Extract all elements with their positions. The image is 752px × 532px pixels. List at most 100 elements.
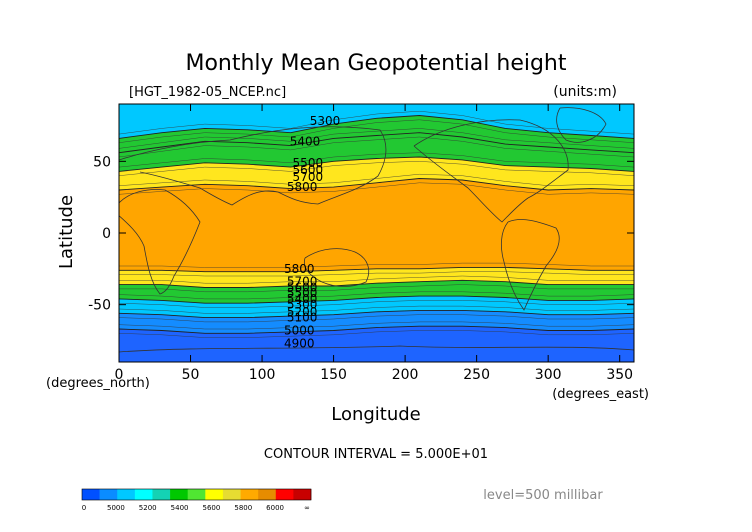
contour-label-3: 5600: [293, 163, 324, 177]
contour-south_5400-minor-1: [119, 291, 634, 300]
colorbar-label-1: 5000: [107, 504, 125, 512]
colorbar-frame: [81, 488, 312, 501]
plot-area: 5300540055005600570058005800570056005500…: [119, 104, 634, 362]
colorbar-swatch-12: [293, 489, 312, 500]
colorbar-swatch-6: [187, 489, 206, 500]
contour-south_5000: [119, 325, 634, 334]
colorbar-swatch-7: [205, 489, 224, 500]
contour-south_5200-minor-0: [119, 314, 634, 323]
colorbar-label-2: 5200: [139, 504, 157, 512]
band-5000-north: [119, 104, 634, 139]
contour-north_5400-minor-1: [119, 128, 634, 149]
colorbar-label-5: 5800: [234, 504, 252, 512]
level-text: level=500 millibar: [483, 488, 603, 503]
y-tick-label--50: -50: [88, 298, 111, 314]
colorbar-label-7: ∞: [304, 504, 310, 512]
x-tick-label-350: 350: [606, 367, 633, 383]
contour-north_5800-minor-1: [119, 173, 634, 186]
contour-interval-text: CONTOUR INTERVAL = 5.000E+01: [264, 447, 488, 462]
y-axis-title: Latitude: [56, 195, 77, 269]
contour-label-5: 5800: [287, 180, 318, 194]
contour-label-10: 5400: [287, 292, 318, 306]
contour-south_5800-minor-0: [119, 271, 634, 277]
band-5600-south: [119, 267, 634, 288]
x-axis-title: Longitude: [331, 404, 421, 425]
contour-south_5800-minor-1: [119, 262, 634, 268]
file-label: [HGT_1982-05_NCEP.nc]: [129, 85, 286, 100]
contour-label-1: 5400: [290, 134, 321, 148]
axis-ticks: [118, 104, 634, 362]
x-tick-label-0: 0: [115, 367, 124, 383]
contour-label-13: 5100: [287, 311, 318, 325]
contour-south_5200-minor-1: [119, 305, 634, 314]
band-5800-tropics: [119, 178, 634, 272]
axis-tick-labels: 0 50 100 150 200 250 300 350 50 0 -50: [88, 154, 633, 383]
contour-label-11: 5300: [287, 298, 318, 312]
contour-label-0: 5300: [310, 114, 341, 128]
coast-antarctica: [119, 345, 634, 353]
contour-south_5600-minor-0: [119, 284, 634, 293]
colorbar-swatch-10: [258, 489, 277, 500]
x-tick-label-200: 200: [392, 367, 419, 383]
contour-label-15: 4900: [284, 336, 315, 350]
units-label: (units:m): [553, 84, 617, 100]
contour-south_5200: [119, 309, 634, 319]
colorbar: [81, 488, 312, 501]
band-5400-north: [119, 132, 634, 172]
coastlines: [119, 107, 634, 353]
contour-north_5400: [119, 132, 634, 154]
x-tick-label-250: 250: [463, 367, 490, 383]
coast-north-america: [413, 119, 569, 223]
contour-south_5000-minor-0: [119, 330, 634, 338]
coast-greenland: [556, 107, 607, 143]
coast-australia: [303, 248, 370, 287]
contour-north_5600-minor-0: [119, 161, 634, 176]
colorbar-swatch-0: [82, 489, 100, 500]
contour-north_5200: [119, 115, 634, 139]
contour-south_5000-minor-1: [119, 321, 634, 330]
contour-label-4: 5700: [293, 170, 324, 184]
colorbar-label-0: 0: [82, 504, 86, 512]
colorbar-labels: 0 5000 5200 5400 5600 5800 6000 ∞: [82, 504, 310, 512]
y-tick-label-50: 50: [93, 154, 111, 170]
coast-south-america: [500, 219, 560, 311]
contour-south_5800: [119, 266, 634, 273]
contour-south_5600-minor-1: [119, 275, 634, 284]
contour-label-8: 5600: [287, 280, 318, 294]
band-5600-north: [119, 157, 634, 190]
colorbar-label-3: 5400: [171, 504, 189, 512]
colorbar-swatch-11: [275, 489, 294, 500]
x-tick-label-300: 300: [535, 367, 562, 383]
y-tick-label-0: 0: [102, 226, 111, 242]
band-5200-north: [119, 115, 634, 153]
colorbar-swatch-3: [134, 489, 153, 500]
chart-title: Monthly Mean Geopotential height: [185, 51, 566, 76]
x-unit-label: (degrees_east): [552, 387, 649, 402]
contour-south_5400: [119, 295, 634, 304]
contour-north_5200-minor-1: [119, 110, 634, 135]
colorbar-swatch-9: [240, 489, 259, 500]
colorbar-label-4: 5600: [202, 504, 220, 512]
colorbar-swatch-4: [152, 489, 171, 500]
contour-north_5600: [119, 156, 634, 172]
colorbar-swatch-2: [117, 489, 136, 500]
contour-label-9: 5500: [287, 286, 318, 300]
contour-south_5600: [119, 279, 634, 288]
contour-label-6: 5800: [284, 262, 315, 276]
y-unit-label: (degrees_north): [46, 376, 150, 391]
band-5200-south: [119, 296, 634, 318]
contour-label-12: 5200: [287, 305, 318, 319]
colorbar-swatch-8: [222, 489, 241, 500]
contour-label-2: 5500: [293, 156, 324, 170]
coast-africa: [119, 189, 201, 295]
x-tick-label-150: 150: [320, 367, 347, 383]
colorbar-label-6: 6000: [266, 504, 284, 512]
contour-north_5400-minor-0: [119, 136, 634, 158]
contour-north_5800-minor-0: [119, 182, 634, 195]
contour-south_5400-minor-0: [119, 300, 634, 308]
contour-label-14: 5000: [284, 323, 315, 337]
contour-north_5200-minor-0: [119, 119, 634, 143]
contour-label-7: 5700: [287, 275, 318, 289]
colorbar-swatch-5: [170, 489, 188, 500]
